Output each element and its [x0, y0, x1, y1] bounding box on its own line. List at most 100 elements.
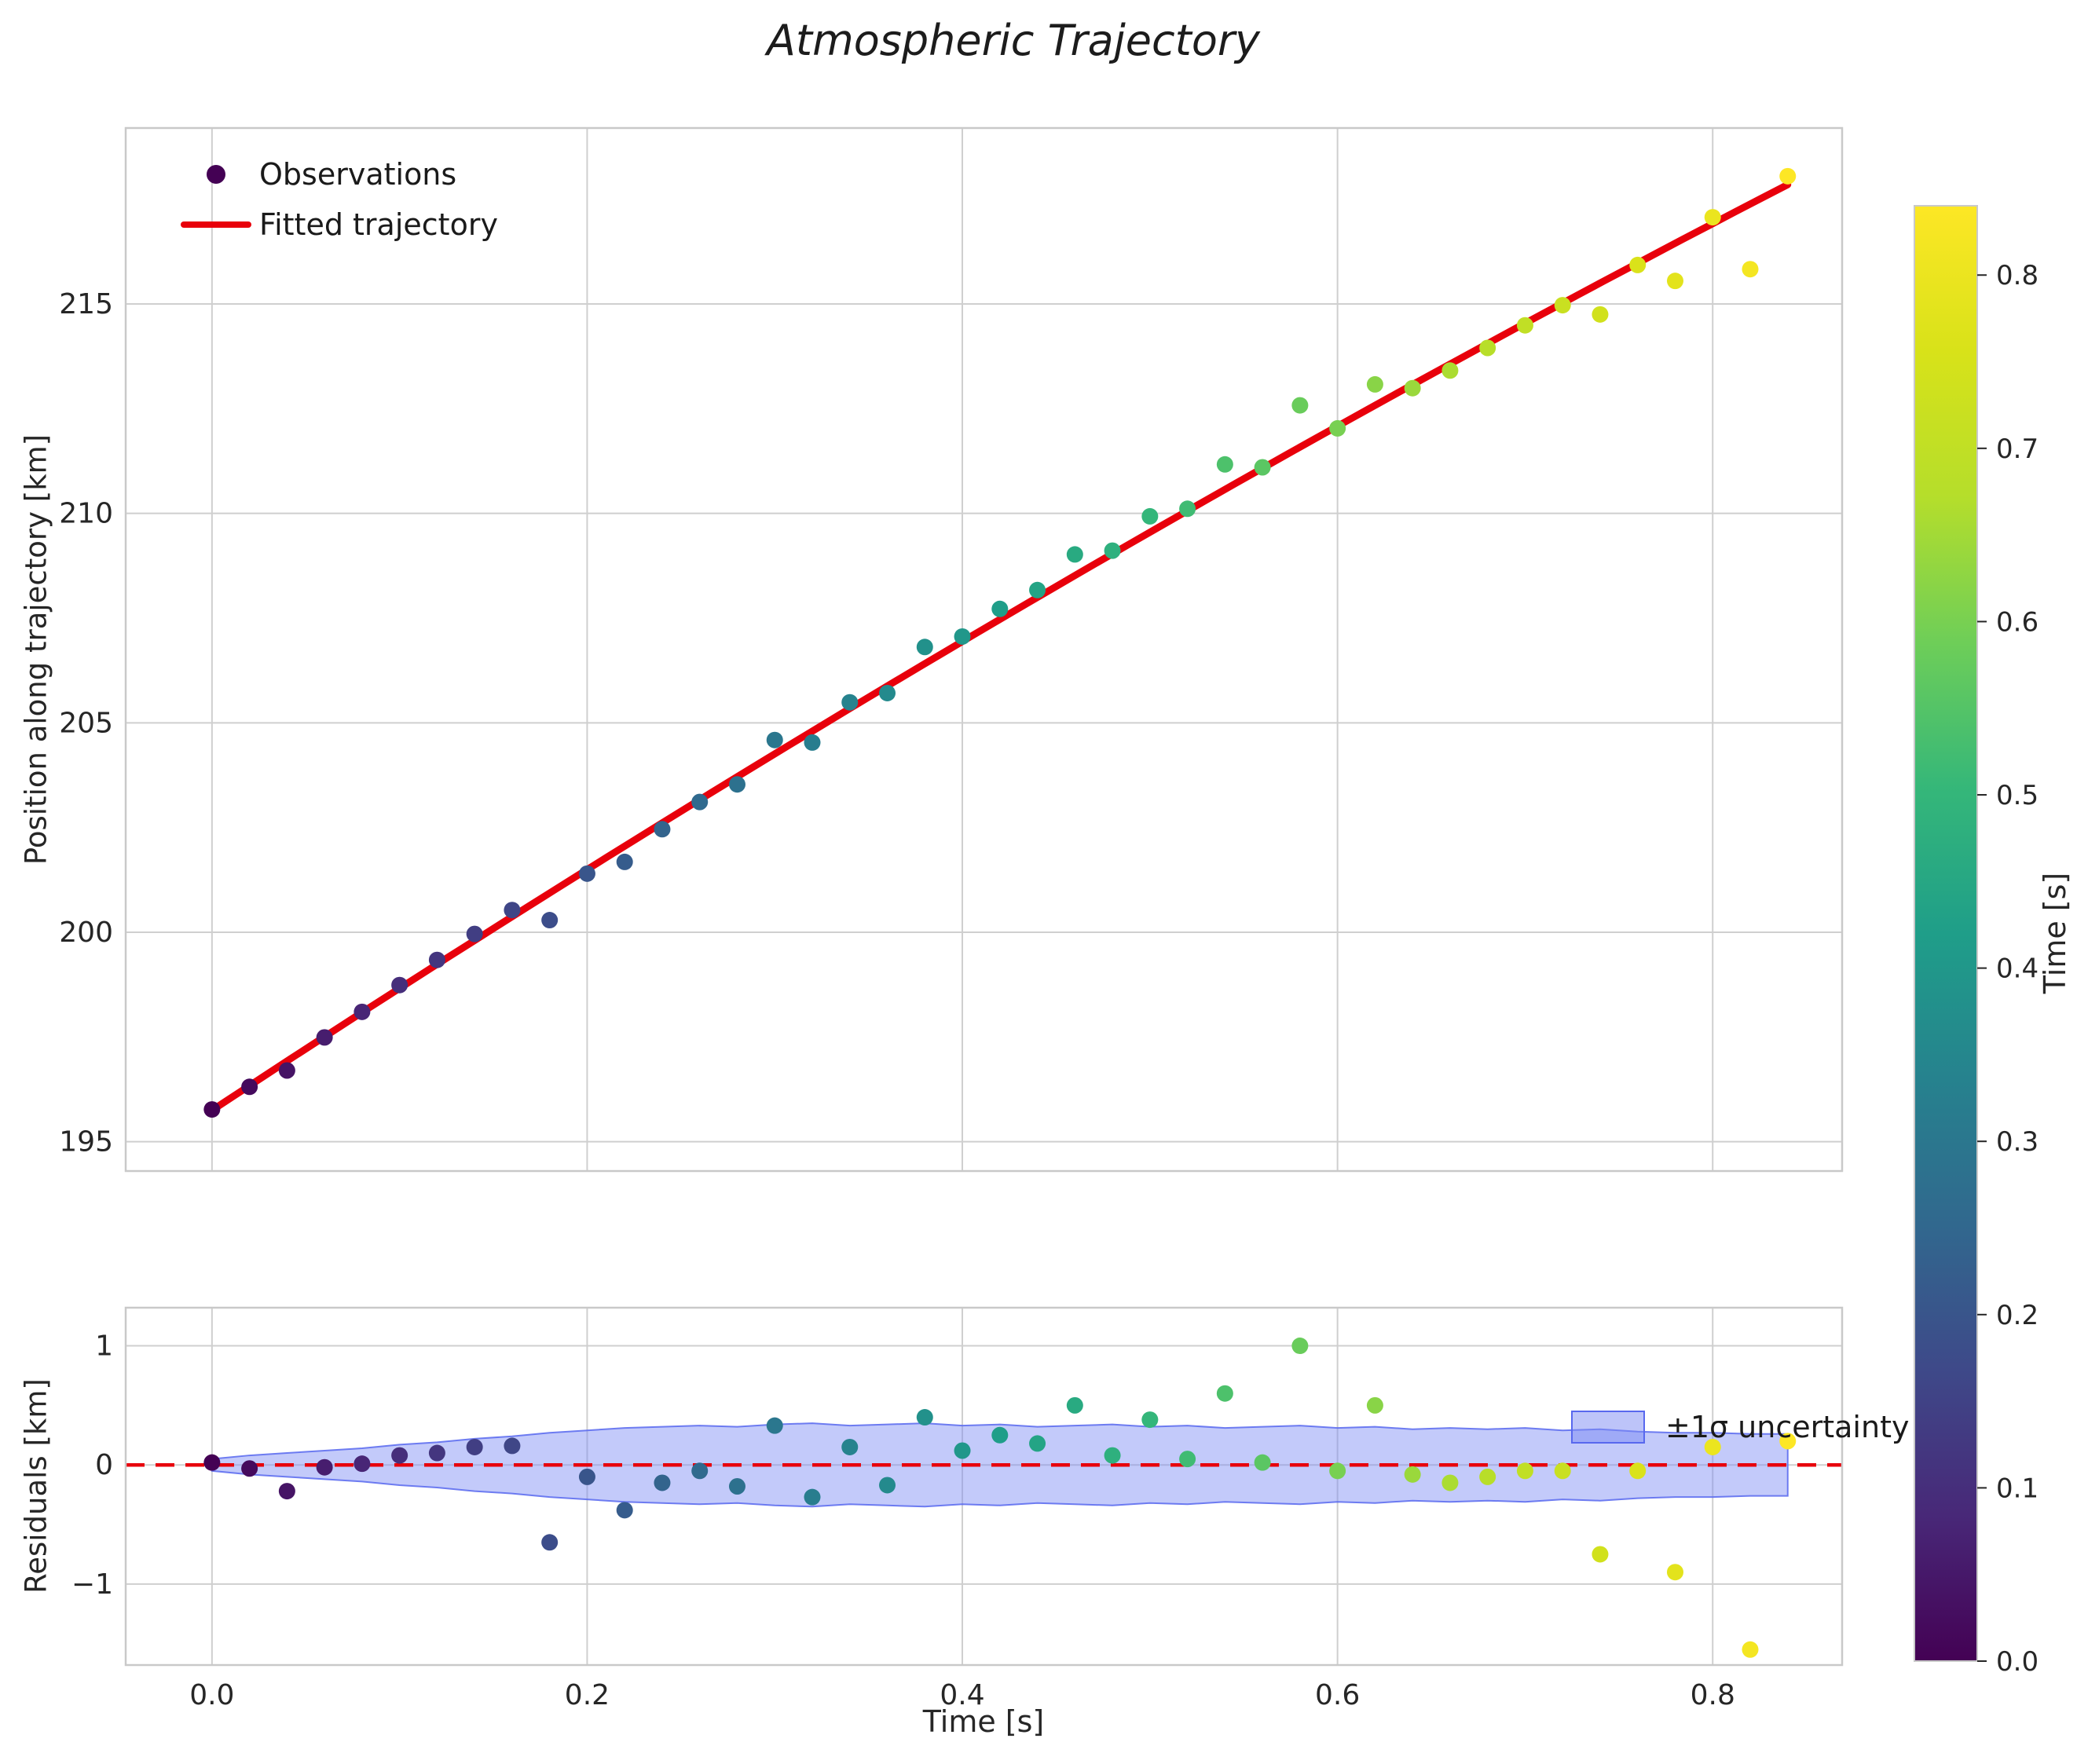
residual-point [1779, 1433, 1797, 1450]
residual-point [691, 1462, 709, 1480]
observation-point [991, 600, 1009, 617]
colorbar: 0.0 0.1 0.2 0.3 0.4 0.5 0.6 0.7 0.8 [1914, 205, 2039, 1678]
residual-point [766, 1417, 783, 1434]
tick-label: 0 [95, 1449, 113, 1481]
residual-point [1329, 1462, 1346, 1480]
tick-label: 0.6 [1315, 1679, 1360, 1711]
residual-point [278, 1483, 295, 1500]
observation-point [1404, 379, 1421, 397]
observation-point [316, 1029, 333, 1046]
legend-label-fitted: Fitted trajectory [259, 207, 498, 242]
observation-point [541, 912, 559, 929]
observation-point [1216, 456, 1233, 473]
tick-label: 0.1 [1996, 1473, 2039, 1504]
residual-point [991, 1426, 1009, 1444]
residual-point [203, 1454, 221, 1471]
observation-point [766, 731, 783, 748]
observation-point [466, 925, 483, 942]
observation-point [1629, 256, 1647, 273]
observation-point [1066, 546, 1083, 563]
residual-point [879, 1477, 896, 1494]
observation-point [616, 853, 633, 870]
residual-point [728, 1478, 745, 1495]
residual-point [541, 1534, 559, 1551]
residual-point [1066, 1396, 1083, 1414]
observation-point [278, 1062, 295, 1079]
tick-label: 0.6 [1996, 606, 2039, 638]
tick-labels: 195 200 205 210 215 −1 0 1 0.0 0.2 0.4 0.6 0.8 [59, 288, 1735, 1711]
residual-point [428, 1444, 445, 1462]
residual-point [391, 1447, 408, 1464]
observation-point [691, 793, 709, 811]
observation-point [578, 865, 595, 882]
residual-point [1104, 1447, 1121, 1464]
tick-label: 200 [59, 917, 113, 949]
gridlines [126, 128, 1842, 1665]
chart-title: Atmospheric Trajectory [766, 16, 1261, 65]
fitted-marker-area [173, 221, 259, 228]
observations-dot-icon [207, 165, 225, 184]
residual-point [616, 1502, 633, 1519]
residual-point [1592, 1546, 1609, 1563]
observation-point [1441, 362, 1459, 379]
observation-point [728, 776, 745, 793]
residual-point [1742, 1641, 1759, 1658]
observation-point [1516, 317, 1533, 334]
y-axis-label-residuals: Residuals [km] [19, 1378, 53, 1594]
residual-point [1629, 1462, 1647, 1480]
observation-point [916, 639, 933, 656]
fitted-trajectory-line [208, 181, 1792, 1114]
observation-point [1329, 419, 1346, 437]
observation-point [1141, 507, 1159, 525]
tick-label: 215 [59, 288, 113, 320]
legend-main: Observations Fitted trajectory [173, 157, 498, 242]
tick-label: 205 [59, 707, 113, 739]
residual-point [1666, 1564, 1683, 1581]
observation-point [1666, 273, 1683, 290]
residual-point [578, 1468, 595, 1485]
residual-point [1516, 1462, 1533, 1480]
tick-label: 0.5 [1996, 780, 2039, 811]
observation-point [1291, 397, 1309, 414]
legend-entry-fitted: Fitted trajectory [173, 207, 498, 242]
tick-label: 0.0 [189, 1679, 234, 1711]
residual-point [916, 1409, 933, 1426]
legend-label-uncertainty: ±1σ uncertainty [1665, 1410, 1910, 1444]
observation-point [428, 951, 445, 968]
residual-point [804, 1488, 821, 1506]
tick-label: 0.4 [940, 1679, 984, 1711]
observation-point [391, 976, 408, 994]
residual-point [466, 1438, 483, 1455]
tick-label: 195 [59, 1126, 113, 1158]
residual-point [1704, 1438, 1721, 1455]
observation-point [1554, 297, 1571, 314]
residual-point [1029, 1435, 1046, 1452]
observation-point [654, 821, 671, 838]
tick-label: 210 [59, 498, 113, 530]
tick-label: 0.2 [1996, 1300, 2039, 1331]
tick-label: 1 [95, 1330, 113, 1363]
observation-point [1366, 375, 1383, 393]
residual-point [353, 1455, 371, 1473]
x-axis-label-time: Time [s] [922, 1704, 1045, 1739]
observation-point [1104, 542, 1121, 559]
observation-point [1592, 306, 1609, 323]
residual-point [1404, 1466, 1421, 1483]
residual-point [654, 1474, 671, 1491]
residual-point [241, 1460, 258, 1477]
tick-label: 0.3 [1996, 1126, 2039, 1158]
residual-points [203, 1338, 1797, 1658]
tick-label: 0.8 [1691, 1679, 1735, 1711]
residual-point [316, 1458, 333, 1476]
tick-label: −1 [71, 1568, 113, 1601]
panel-frames [124, 126, 1844, 1667]
observation-point [841, 694, 859, 711]
colorbar-gradient [1914, 205, 1978, 1662]
residual-point [1441, 1474, 1459, 1491]
observation-point [954, 628, 971, 645]
residual-point [1179, 1451, 1196, 1468]
residual-point [954, 1442, 971, 1459]
legend-entry-observations: Observations [173, 157, 498, 192]
